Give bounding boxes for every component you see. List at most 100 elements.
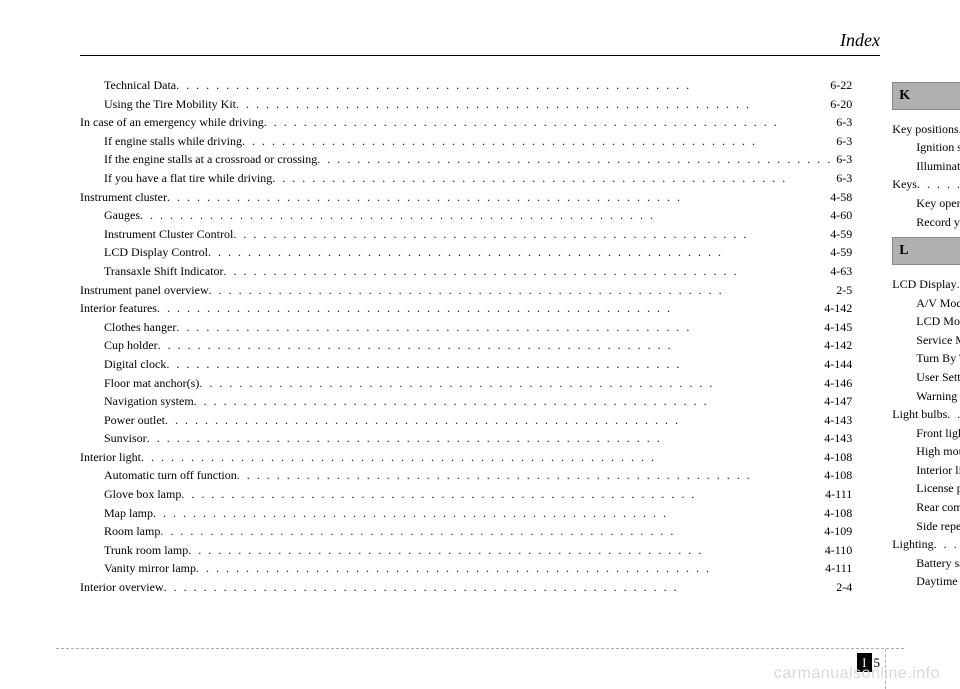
- index-entry: Transaxle Shift Indicator 4-63: [80, 262, 852, 281]
- index-entry: LCD Modes 4-64: [892, 312, 960, 331]
- index-entry: Keys 4-4: [892, 175, 960, 194]
- index-entry: Using the Tire Mobility Kit 6-20: [80, 95, 852, 114]
- entry-label: LCD Modes: [916, 312, 960, 331]
- index-entry: Daytime running light 4-100: [892, 572, 960, 591]
- entry-label: Map lamp: [104, 504, 153, 523]
- leader-dots: [141, 448, 820, 467]
- index-entry: Warning Messages 4-71: [892, 387, 960, 406]
- entry-label: If you have a flat tire while driving: [104, 169, 272, 188]
- page-header: Index: [80, 30, 880, 56]
- index-entry: In case of an emergency while driving 6-…: [80, 113, 852, 132]
- entry-label: License plate light bulb replacement: [916, 479, 960, 498]
- entry-page: 2-5: [832, 281, 852, 300]
- index-entry: Interior overview 2-4: [80, 578, 852, 597]
- entry-page: 6-3: [832, 169, 852, 188]
- entry-label: Daytime running light: [916, 572, 960, 591]
- leader-dots: [934, 535, 960, 554]
- index-entry: Technical Data 6-22: [80, 76, 852, 95]
- index-entry: Interior features 4-142: [80, 299, 852, 318]
- index-entry: Digital clock 4-144: [80, 355, 852, 374]
- entry-label: Service Mode: [916, 331, 960, 350]
- index-entry: Interior light bulb replacement 7-91: [892, 461, 960, 480]
- index-entry: Interior light 4-108: [80, 448, 852, 467]
- entry-label: Transaxle Shift Indicator: [104, 262, 224, 281]
- index-entry: Key positions 5-6: [892, 120, 960, 139]
- leader-dots: [237, 466, 821, 485]
- section-header: K: [892, 82, 960, 110]
- leader-dots: [264, 113, 833, 132]
- leader-dots: [236, 95, 826, 114]
- index-entry: Illuminated ignition switch 5-6: [892, 157, 960, 176]
- left-column: Technical Data 6-22Using the Tire Mobili…: [80, 76, 852, 597]
- index-entry: Room lamp 4-109: [80, 522, 852, 541]
- entry-page: 4-147: [820, 392, 852, 411]
- section-header: L: [892, 237, 960, 265]
- leader-dots: [196, 559, 821, 578]
- entry-label: Vanity mirror lamp: [104, 559, 196, 578]
- entry-page: 4-143: [820, 411, 852, 430]
- entry-label: A/V Mode: [916, 294, 960, 313]
- entry-page: 6-22: [826, 76, 852, 95]
- entry-label: Clothes hanger: [104, 318, 176, 337]
- entry-label: Record your key number: [916, 213, 960, 232]
- entry-page: 4-146: [820, 374, 852, 393]
- index-entry: Trunk room lamp 4-110: [80, 541, 852, 560]
- leader-dots: [188, 541, 820, 560]
- entry-page: 6-3: [832, 132, 852, 151]
- index-entry: Clothes hanger 4-145: [80, 318, 852, 337]
- leader-dots: [917, 175, 960, 194]
- index-entry: Rear combination light bulb replacement …: [892, 498, 960, 517]
- entry-label: If engine stalls while driving: [104, 132, 242, 151]
- entry-label: In case of an emergency while driving: [80, 113, 264, 132]
- entry-page: 4-144: [820, 355, 852, 374]
- entry-label: High mounted stop light bulb replacement: [916, 442, 960, 461]
- entry-page: 4-58: [826, 188, 852, 207]
- leader-dots: [157, 299, 820, 318]
- leader-dots: [140, 206, 826, 225]
- leader-dots: [166, 355, 820, 374]
- index-entry: Automatic turn off function 4-108: [80, 466, 852, 485]
- entry-label: Using the Tire Mobility Kit: [104, 95, 236, 114]
- entry-label: Cup holder: [104, 336, 158, 355]
- entry-label: Sunvisor: [104, 429, 147, 448]
- index-entry: Vanity mirror lamp 4-111: [80, 559, 852, 578]
- index-entry: Floor mat anchor(s) 4-146: [80, 374, 852, 393]
- right-column: K Key positions 5-6Ignition switch positi…: [892, 76, 960, 597]
- leader-dots: [176, 76, 826, 95]
- entry-label: Room lamp: [104, 522, 160, 541]
- entry-label: LCD Display Control: [104, 243, 208, 262]
- index-entry: Instrument cluster 4-58: [80, 188, 852, 207]
- entry-label: Interior light bulb replacement: [916, 461, 960, 480]
- entry-label: Ignition switch position: [916, 138, 960, 157]
- entry-label: Instrument panel overview: [80, 281, 209, 300]
- index-entry: If the engine stalls at a crossroad or c…: [80, 150, 852, 169]
- index-entry: Record your key number 4-4: [892, 213, 960, 232]
- entry-label: Key operations: [916, 194, 960, 213]
- leader-dots: [194, 392, 821, 411]
- entry-label: Digital clock: [104, 355, 166, 374]
- entry-label: Gauges: [104, 206, 140, 225]
- index-entry: Turn By Turn Mode 4-70: [892, 349, 960, 368]
- index-page: Index Technical Data 6-22Using the Tire …: [0, 0, 960, 597]
- entry-label: Interior features: [80, 299, 157, 318]
- leader-dots: [233, 225, 826, 244]
- leader-dots: [160, 522, 820, 541]
- entry-label: LCD Display: [892, 275, 956, 294]
- entry-page: 4-63: [826, 262, 852, 281]
- index-entry: Key operations 4-4: [892, 194, 960, 213]
- entry-label: Light bulbs: [892, 405, 947, 424]
- index-entry: User Settings Mode 4-67: [892, 368, 960, 387]
- entry-page: 4-142: [820, 299, 852, 318]
- leader-dots: [167, 188, 826, 207]
- entry-page: 4-145: [820, 318, 852, 337]
- entry-label: Side repeater light bulb replacement: [916, 517, 960, 536]
- leader-dots: [947, 405, 960, 424]
- index-entry: A/V Mode 4-70: [892, 294, 960, 313]
- leader-dots: [176, 318, 820, 337]
- entry-page: 4-111: [821, 485, 852, 504]
- entry-label: Technical Data: [104, 76, 176, 95]
- index-entry: Side repeater light bulb replacement 7-8…: [892, 517, 960, 536]
- entry-label: Front light replacement: [916, 424, 960, 443]
- entry-label: Glove box lamp: [104, 485, 181, 504]
- entry-page: 4-108: [820, 448, 852, 467]
